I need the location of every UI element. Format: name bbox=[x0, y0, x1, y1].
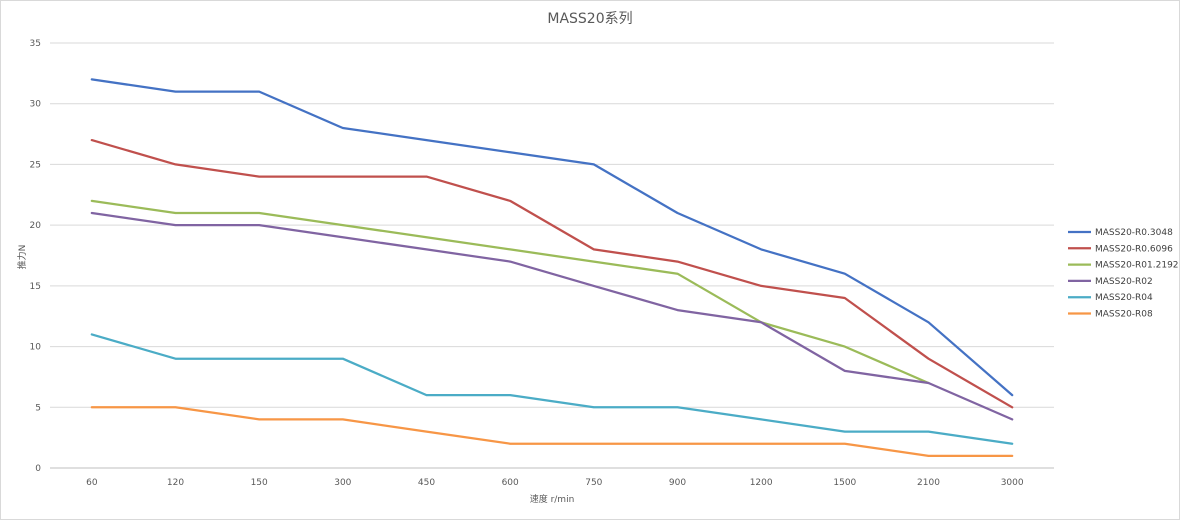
legend-item: MASS20-R02 bbox=[1068, 277, 1153, 287]
x-axis-ticks: 60 120 150 300 450 600 750 900 1200 1500 2100 3000 bbox=[86, 478, 1024, 488]
y-tick-label: 5 bbox=[35, 403, 41, 413]
y-tick-label: 20 bbox=[30, 221, 42, 231]
x-tick-label: 1200 bbox=[750, 478, 773, 488]
x-tick-label: 450 bbox=[418, 478, 435, 488]
y-tick-label: 0 bbox=[35, 464, 41, 474]
y-tick-label: 25 bbox=[30, 160, 41, 170]
series-line bbox=[90, 138, 1014, 409]
legend-item: MASS20-R08 bbox=[1068, 310, 1153, 320]
legend-item: MASS20-R01.2192 bbox=[1068, 261, 1179, 271]
x-tick-label: 750 bbox=[585, 478, 602, 488]
y-tick-label: 10 bbox=[30, 343, 42, 353]
y-axis-ticks: 0 5 10 15 20 25 30 35 bbox=[30, 39, 42, 474]
x-tick-label: 60 bbox=[86, 478, 98, 488]
x-tick-label: 300 bbox=[334, 478, 351, 488]
series-line bbox=[90, 406, 1014, 458]
legend-label: MASS20-R08 bbox=[1095, 310, 1153, 320]
series-line bbox=[90, 211, 1014, 421]
x-tick-label: 600 bbox=[502, 478, 519, 488]
legend-item: MASS20-R0.6096 bbox=[1068, 244, 1173, 254]
legend-label: MASS20-R02 bbox=[1095, 277, 1153, 287]
series-lines bbox=[90, 78, 1014, 458]
legend-label: MASS20-R04 bbox=[1095, 293, 1153, 303]
x-axis-label: 速度 r/min bbox=[530, 493, 575, 505]
x-tick-label: 1500 bbox=[833, 478, 856, 488]
series-line bbox=[90, 199, 930, 385]
x-tick-label: 120 bbox=[167, 478, 184, 488]
y-axis-label: 推力N bbox=[16, 245, 28, 270]
x-tick-label: 150 bbox=[251, 478, 268, 488]
legend: MASS20-R0.3048 MASS20-R0.6096 MASS20-R01.2… bbox=[1068, 228, 1179, 320]
y-tick-label: 15 bbox=[30, 282, 41, 292]
series-line bbox=[90, 78, 1014, 397]
x-tick-label: 2100 bbox=[917, 478, 940, 488]
x-tick-label: 3000 bbox=[1001, 478, 1024, 488]
x-tick-label: 900 bbox=[669, 478, 686, 488]
legend-item: MASS20-R04 bbox=[1068, 293, 1153, 303]
series-line bbox=[90, 333, 1014, 445]
legend-item: MASS20-R0.3048 bbox=[1068, 228, 1173, 238]
legend-label: MASS20-R01.2192 bbox=[1095, 261, 1179, 271]
legend-label: MASS20-R0.3048 bbox=[1095, 228, 1173, 238]
legend-label: MASS20-R0.6096 bbox=[1095, 244, 1173, 254]
chart-title: MASS20系列 bbox=[547, 11, 632, 27]
y-tick-label: 35 bbox=[30, 39, 41, 49]
y-tick-label: 30 bbox=[30, 100, 42, 110]
